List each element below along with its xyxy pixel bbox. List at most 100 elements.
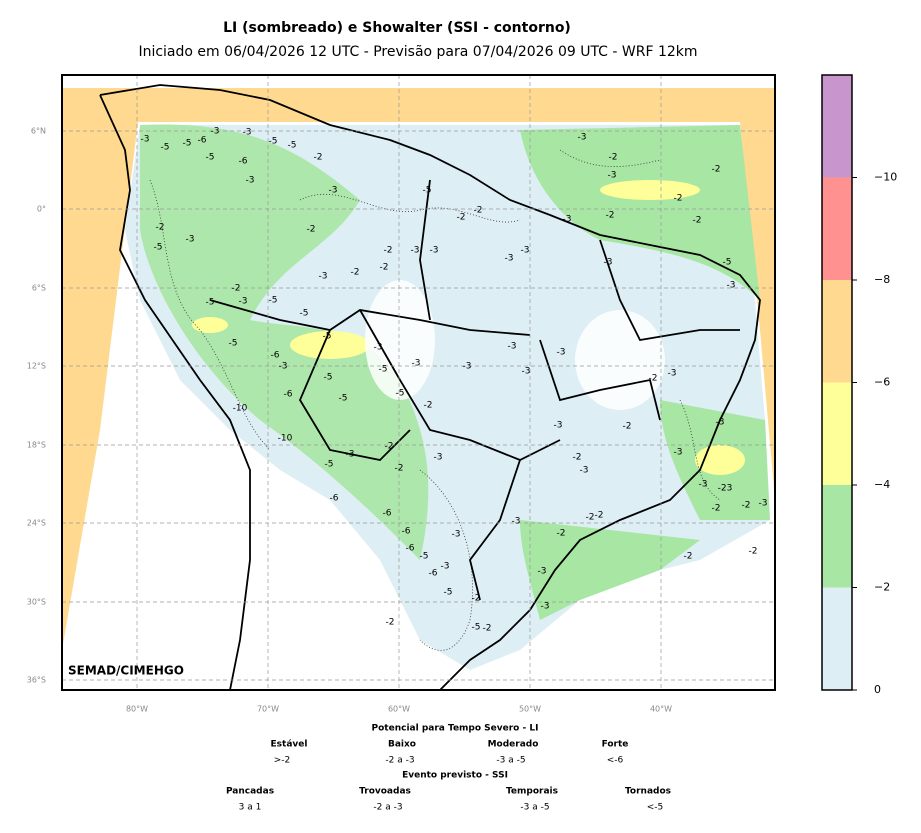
contour-label: -2 [749, 547, 758, 557]
contour-label: -2 [385, 442, 394, 452]
contour-label: -6 [271, 351, 280, 361]
legend-title: Potencial para Tempo Severo - LI [372, 724, 539, 734]
contour-label: -2 [623, 422, 632, 432]
contour-label: -5 [324, 373, 333, 383]
lat-tick-label: 6°S [32, 284, 46, 293]
lat-tick-label: 0° [37, 205, 46, 214]
colorbar-segment [822, 75, 852, 178]
legend-title: Evento previsto - SSI [402, 771, 508, 781]
contour-label: -2 [693, 216, 702, 226]
contour-label: -2 [395, 464, 404, 474]
contour-label: -2 [483, 624, 492, 634]
legend-name: Tornados [625, 787, 671, 797]
contour-label: -2 [674, 194, 683, 204]
contour-label: -2 [380, 263, 389, 273]
legend-range: -3 a -5 [520, 803, 549, 813]
legend-name: Trovoadas [359, 787, 411, 797]
contour-label: -3 [411, 246, 420, 256]
lat-tick-label: 36°S [27, 676, 46, 685]
legend-name: Pancadas [226, 787, 274, 797]
contour-label: -5 [423, 186, 432, 196]
lon-tick-label: 80°W [126, 705, 148, 714]
li-shade [600, 180, 700, 200]
contour-label: -2 [351, 268, 360, 278]
contour-label: -5 [444, 588, 453, 598]
contour-label: -5 [269, 137, 278, 147]
contour-label: -2 [595, 511, 604, 521]
contour-label: -3 [505, 254, 514, 264]
contour-label: -3 [522, 367, 531, 377]
contour-label: -3 [557, 348, 566, 358]
contour-label: -10 [278, 434, 293, 444]
contour-label: -5 [379, 365, 388, 375]
legend-name: Baixo [388, 740, 416, 750]
contour-label: -2 [586, 513, 595, 523]
contour-label: -3 [716, 418, 725, 428]
legend-name: Moderado [488, 740, 539, 750]
legend-range: >-2 [274, 756, 291, 766]
graticule [62, 75, 775, 690]
lon-tick-label: 40°W [650, 705, 672, 714]
colorbar: 0 −2 −4 −6 −8 −10 [821, 74, 897, 696]
contour-label: -2 [307, 225, 316, 235]
contour-label: -3 [346, 450, 355, 460]
contour-label: -10 [233, 404, 248, 414]
contour-label: -2 [649, 374, 658, 384]
contour-label: -5 [206, 298, 215, 308]
contour-label: -6 [198, 136, 207, 146]
legend-name: Forte [602, 740, 629, 750]
colorbar-segment [822, 382, 852, 485]
contour-label: -6 [239, 157, 248, 167]
contour-label: -2 [573, 453, 582, 463]
contour-label: -2 [232, 284, 241, 294]
li-shade [520, 520, 700, 620]
contour-label: -3 [563, 215, 572, 225]
contour-label: -3 [211, 127, 220, 137]
li-shade [695, 445, 745, 475]
lon-tick-label: 70°W [257, 705, 279, 714]
legend-name: Estável [271, 740, 308, 750]
lat-tick-label: 12°S [27, 362, 46, 371]
legend-range: <-6 [607, 756, 624, 766]
contour-label: -3 [578, 133, 587, 143]
contour-label: -2 [156, 223, 165, 233]
contour-label: -6 [383, 509, 392, 519]
contour-label: -5 [269, 296, 278, 306]
colorbar-tick-label: −8 [874, 273, 890, 286]
contour-label: -2 [472, 594, 481, 604]
contour-label: -2 [712, 165, 721, 175]
contour-label: -5 [396, 389, 405, 399]
contour-label: -2 [742, 501, 751, 511]
contour-label: -5 [300, 309, 309, 319]
contour-label: -6 [330, 494, 339, 504]
contour-label: -23 [718, 484, 733, 494]
contour-label: -2 [557, 529, 566, 539]
contour-label: -3 [604, 258, 613, 268]
colorbar-tick-label: −10 [874, 171, 897, 184]
contour-label: -2 [712, 504, 721, 514]
contour-label: -5 [325, 460, 334, 470]
contour-labels: -3-5 -5 -6-3 -3-5 -6-3-5 -5-2-3 -5-3-2-3-2-2-2… [141, 127, 768, 634]
coastline-borders [99, 84, 761, 690]
contour-label: -3 [374, 343, 383, 353]
subtitle: Iniciado em 06/04/2026 12 UTC - Previsão… [138, 44, 697, 60]
contour-label: -5 [183, 139, 192, 149]
contour-label: -3 [674, 448, 683, 458]
contour-label: -3 [239, 297, 248, 307]
contour-label: -5 [229, 339, 238, 349]
colorbar-tick-label: −6 [874, 376, 890, 389]
lon-tick-label: 60°W [388, 705, 410, 714]
contour-label: -2 [474, 206, 483, 216]
contour-label: -3 [759, 499, 768, 509]
contour-label: -5 [723, 258, 732, 268]
contour-label: -3 [441, 562, 450, 572]
contour-label: -2 [314, 153, 323, 163]
contour-label: -3 [521, 246, 530, 256]
contour-label: -5 [420, 552, 429, 562]
legend-range: <-5 [647, 803, 664, 813]
contour-label: -3 [508, 342, 517, 352]
legend-range: -3 a -5 [496, 756, 525, 766]
contour-label: -2 [384, 246, 393, 256]
contour-label: -5 [154, 243, 163, 253]
contour-label: -3 [512, 517, 521, 527]
